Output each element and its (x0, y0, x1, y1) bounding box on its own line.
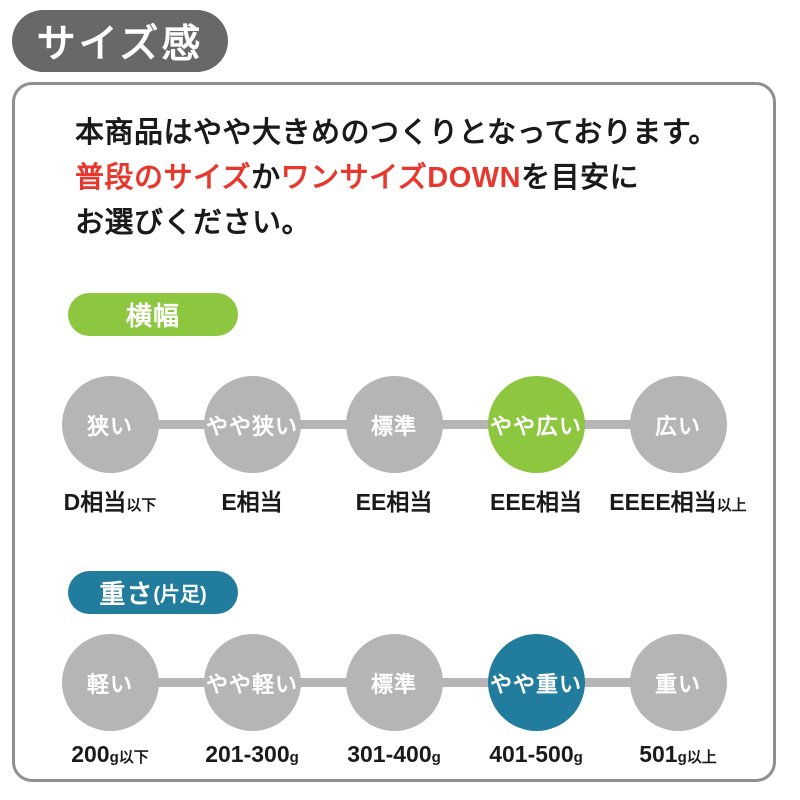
guideline-text: を目安に (521, 162, 640, 194)
weight-step-circle-standard: 標準 (345, 634, 443, 731)
width-step-row: 狭い D相当 以下 やや狭い E相当 標準 EE相当 やや広い EEE相当 広い (39, 376, 749, 517)
weight-label: 重さ (99, 579, 154, 609)
description-line-1: 本商品はやや大きめのつくりとなっております。 (75, 117, 718, 149)
width-step-standard: 標準 EE相当 (323, 376, 465, 517)
width-step-circle-standard: 標準 (345, 376, 443, 473)
description-line-3: お選びください。 (75, 207, 312, 239)
width-label: 横幅 (125, 301, 180, 331)
width-step-circle-narrow: 狭い (61, 376, 159, 473)
width-step-slightly-wide-selected: やや広い EEE相当 (465, 376, 607, 517)
weight-step-caption-standard: 301-400 g (347, 741, 441, 767)
width-step-narrow: 狭い D相当 以下 (39, 376, 181, 517)
width-label-pill: 横幅 (68, 293, 238, 336)
weight-step-slightly-light: やや軽い 201-300 g (181, 634, 323, 768)
weight-section: 重さ (片足) 軽い 200 g以下 やや軽い 201-300 g 標準 301-40… (15, 571, 773, 768)
width-step-circle-slightly-narrow: やや狭い (203, 376, 301, 473)
weight-step-circle-slightly-heavy-selected: やや重い (487, 634, 585, 731)
description-line-2: 普段のサイズかワンサイズDOWNを目安に (75, 156, 753, 201)
weight-step-light: 軽い 200 g以下 (39, 634, 181, 768)
width-step-caption-standard: EE相当 (355, 489, 433, 515)
weight-step-slightly-heavy-selected: やや重い 401-500 g (465, 634, 607, 768)
usual-size-text: 普段のサイズ (75, 162, 252, 194)
width-step-caption-wide: EEEE相当 以上 (609, 489, 747, 515)
weight-label-note: (片足) (153, 584, 207, 606)
weight-step-circle-heavy: 重い (629, 634, 727, 731)
width-step-caption-slightly-narrow: E相当 (221, 489, 283, 515)
description: 本商品はやや大きめのつくりとなっております。 普段のサイズかワンサイズDOWNを… (75, 111, 753, 246)
width-step-caption-slightly-wide: EEE相当 (489, 489, 583, 515)
width-section: 横幅 狭い D相当 以下 やや狭い E相当 標準 EE相当 やや広い (15, 293, 773, 517)
weight-step-row: 軽い 200 g以下 やや軽い 201-300 g 標準 301-400 g やや重い… (39, 634, 749, 768)
weight-step-standard: 標準 301-400 g (323, 634, 465, 768)
weight-step-circle-light: 軽い (61, 634, 159, 731)
width-step-wide: 広い EEEE相当 以上 (607, 376, 749, 517)
weight-step-circle-slightly-light: やや軽い (203, 634, 301, 731)
weight-step-heavy: 重い 501 g以上 (607, 634, 749, 768)
weight-step-caption-heavy: 501 g以上 (639, 741, 717, 767)
one-size-down-text: ワンサイズDOWN (280, 162, 522, 194)
weight-step-caption-slightly-light: 201-300 g (205, 741, 299, 767)
width-step-circle-slightly-wide-selected: やや広い (487, 376, 585, 473)
size-feel-badge: サイズ感 (12, 10, 228, 72)
weight-step-caption-slightly-heavy: 401-500 g (489, 741, 583, 767)
weight-label-pill: 重さ (片足) (68, 571, 238, 614)
size-info-panel: 本商品はやや大きめのつくりとなっております。 普段のサイズかワンサイズDOWNを… (12, 82, 776, 782)
size-feel-badge-label: サイズ感 (36, 23, 204, 66)
width-step-circle-wide: 広い (629, 376, 727, 473)
or-text: か (251, 162, 281, 194)
weight-step-caption-light: 200 g以下 (71, 741, 149, 767)
width-step-caption-narrow: D相当 以下 (63, 489, 157, 515)
width-step-slightly-narrow: やや狭い E相当 (181, 376, 323, 517)
